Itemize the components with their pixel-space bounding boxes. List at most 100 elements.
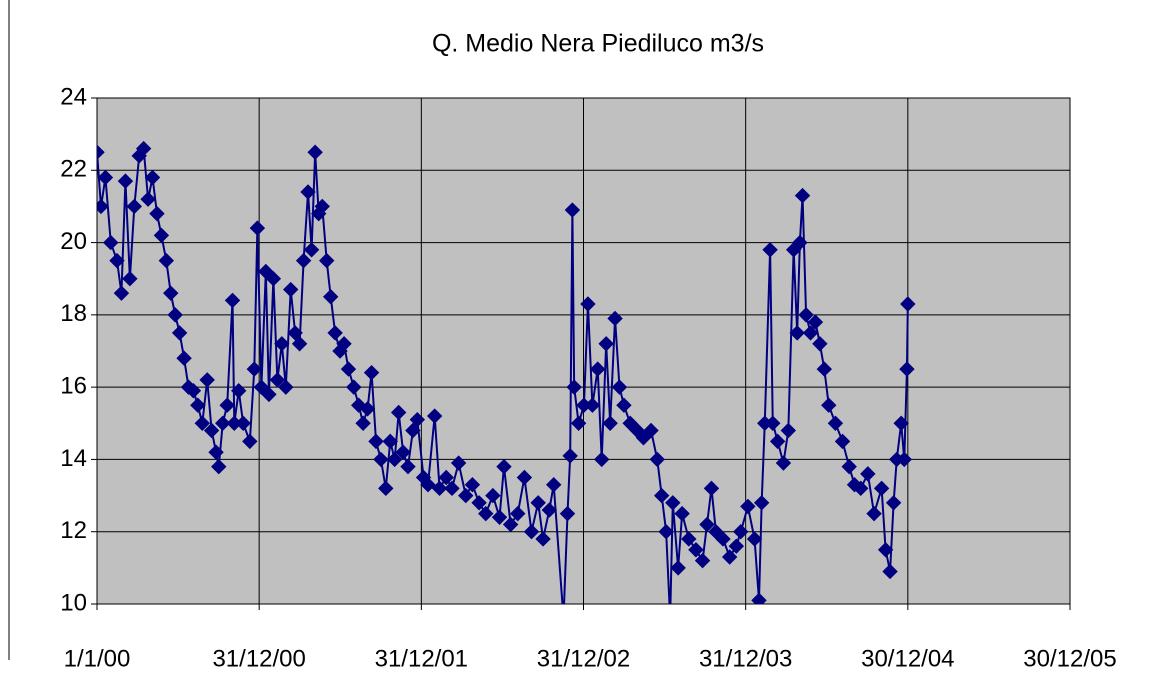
- data-point: [386, 451, 403, 468]
- data-point: [816, 361, 833, 377]
- data-point: [409, 411, 426, 428]
- data-point: [496, 458, 512, 475]
- x-tick-label: 31/12/03: [699, 645, 792, 672]
- data-point: [694, 552, 711, 569]
- data-point: [368, 433, 384, 450]
- data-point: [400, 458, 416, 475]
- data-point: [733, 524, 749, 540]
- data-point: [699, 516, 715, 533]
- data-point: [464, 477, 481, 493]
- data-point: [688, 542, 704, 558]
- x-tick-label: 30/12/04: [861, 645, 954, 672]
- data-point: [663, 611, 677, 625]
- data-point: [530, 495, 546, 511]
- chart-title: Q. Medio Nera Piediluco m3/s: [432, 30, 764, 58]
- data-point: [611, 379, 628, 395]
- data-point: [258, 263, 274, 280]
- data-point: [336, 336, 352, 352]
- data-point: [300, 184, 316, 200]
- data-point: [584, 397, 601, 413]
- data-point: [314, 198, 330, 215]
- data-point: [753, 495, 770, 511]
- data-point: [167, 307, 183, 323]
- data-point: [420, 477, 436, 493]
- data-point: [450, 455, 467, 471]
- series: [97, 140, 916, 625]
- data-point: [318, 252, 335, 269]
- y-tick-label: 10: [60, 589, 87, 616]
- data-point: [598, 336, 614, 352]
- data-point: [564, 202, 581, 218]
- data-point: [580, 296, 596, 312]
- data-point: [877, 542, 894, 558]
- data-point: [283, 281, 299, 298]
- data-point: [144, 169, 161, 186]
- data-point: [103, 234, 119, 251]
- data-point: [559, 505, 576, 522]
- data-point: [97, 144, 105, 160]
- data-point: [703, 480, 720, 497]
- data-point: [153, 227, 170, 244]
- data-point: [405, 422, 421, 439]
- data-point: [215, 415, 231, 431]
- data-point: [426, 408, 443, 424]
- data-point: [853, 480, 869, 497]
- data-point: [149, 205, 165, 222]
- data-point: [97, 169, 114, 186]
- data-point: [291, 336, 308, 352]
- data-point: [261, 386, 277, 403]
- data-point: [303, 242, 320, 258]
- data-point: [635, 430, 652, 446]
- data-point: [171, 325, 188, 341]
- data-point: [163, 285, 179, 301]
- data-point: [566, 379, 582, 395]
- data-point: [373, 451, 389, 468]
- x-tick-label: 31/12/01: [375, 645, 468, 672]
- data-point: [176, 350, 192, 366]
- data-point: [378, 480, 394, 497]
- data-point: [185, 383, 202, 399]
- data-point: [158, 252, 175, 269]
- data-point: [355, 415, 371, 431]
- data-point: [431, 480, 448, 497]
- data-point: [841, 458, 857, 475]
- data-point: [658, 524, 674, 540]
- data-point: [242, 433, 258, 450]
- data-point: [812, 336, 828, 352]
- data-point: [135, 140, 152, 157]
- data-point: [882, 563, 898, 580]
- data-point: [246, 361, 262, 377]
- data-point: [113, 285, 130, 301]
- data-point: [665, 495, 681, 511]
- data-point: [893, 415, 909, 431]
- data-point: [762, 242, 778, 258]
- data-point: [203, 422, 220, 439]
- y-tick-label: 14: [60, 445, 87, 472]
- data-point: [219, 397, 235, 413]
- data-point: [607, 310, 623, 327]
- x-tick-label: 1/1/00: [64, 645, 131, 672]
- data-point: [780, 422, 797, 439]
- data-point: [235, 415, 251, 431]
- data-point: [502, 516, 519, 533]
- data-point: [602, 415, 618, 431]
- data-point: [798, 307, 814, 323]
- data-point: [269, 372, 286, 388]
- data-point: [807, 314, 824, 330]
- data-point: [471, 495, 487, 511]
- data-point: [789, 325, 805, 341]
- data-point: [616, 397, 632, 413]
- data-point: [194, 415, 211, 431]
- data-point: [562, 448, 578, 464]
- data-point: [643, 422, 659, 439]
- data-point: [211, 458, 227, 475]
- data-point: [109, 252, 125, 269]
- y-tick-label: 16: [60, 372, 87, 399]
- data-point: [199, 372, 215, 388]
- data-point: [382, 433, 398, 450]
- data-point: [122, 271, 138, 287]
- data-point: [322, 289, 339, 305]
- data-point: [866, 505, 882, 522]
- data-point: [715, 531, 731, 547]
- data-point: [541, 502, 557, 518]
